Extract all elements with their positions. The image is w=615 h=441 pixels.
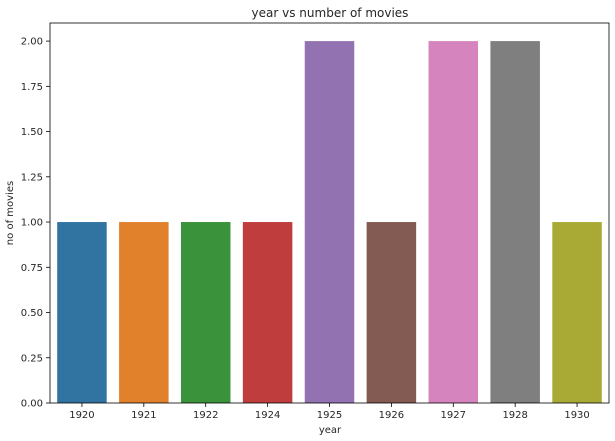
y-tick-label: 0.25 <box>21 353 43 364</box>
y-axis-label: no of movies <box>5 181 16 245</box>
x-axis-label: year <box>319 425 342 436</box>
y-axis: 0.00 0.25 0.50 0.75 1.00 1.25 1.50 1.75 2.00 <box>21 37 50 410</box>
y-tick-label: 1.75 <box>21 82 43 93</box>
x-tick-label: 1926 <box>379 410 404 421</box>
plot-frame <box>49 22 610 404</box>
x-tick-label: 1920 <box>69 410 94 421</box>
y-tick-label: 0.00 <box>21 399 43 410</box>
bar-1921 <box>119 222 169 403</box>
y-tick-label: 0.50 <box>21 308 43 319</box>
x-tick-label: 1930 <box>564 410 589 421</box>
bar-1927 <box>428 41 479 403</box>
bar-1930 <box>552 222 602 403</box>
y-tick-label: 1.25 <box>21 172 43 183</box>
bar-1924 <box>242 222 293 403</box>
bar-1926 <box>366 222 417 403</box>
y-tick-label: 2.00 <box>21 37 43 48</box>
bar-1922 <box>180 222 231 403</box>
x-tick-label: 1925 <box>317 410 342 421</box>
bar-1928 <box>490 41 540 403</box>
x-tick-label: 1924 <box>255 410 280 421</box>
y-tick-label: 0.75 <box>21 263 43 274</box>
chart-title: year vs number of movies <box>252 6 409 20</box>
bar-1925 <box>304 41 355 403</box>
x-tick-label: 1927 <box>441 410 466 421</box>
x-axis: 1920 1921 1922 1924 1925 1926 1927 1928 1930 <box>69 403 590 421</box>
x-tick-label: 1928 <box>502 410 527 421</box>
bar-1920 <box>57 222 107 403</box>
bars-group <box>57 41 602 403</box>
y-tick-label: 1.50 <box>21 127 43 138</box>
x-tick-label: 1921 <box>131 410 156 421</box>
y-tick-label: 1.00 <box>21 218 43 229</box>
x-tick-label: 1922 <box>193 410 218 421</box>
